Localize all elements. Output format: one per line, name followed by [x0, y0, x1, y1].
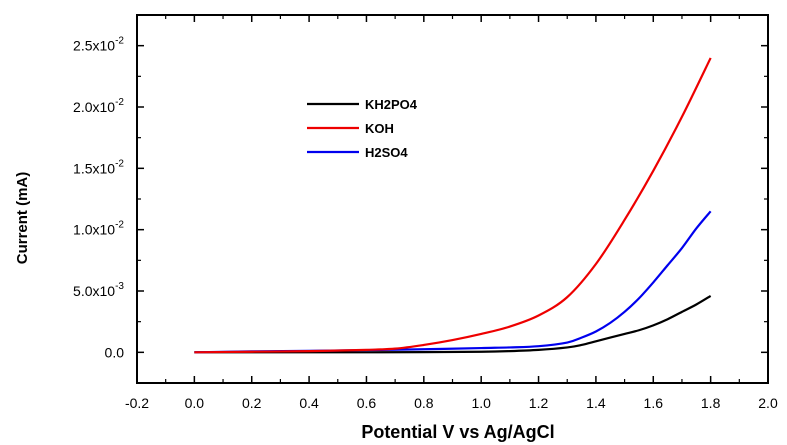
legend-label-h2so4: H2SO4 — [365, 145, 408, 160]
y-tick-label: 2.5x10-2 — [73, 36, 124, 54]
y-tick-label: 1.5x10-2 — [73, 158, 124, 176]
y-tick-label: 1.0x10-2 — [73, 220, 124, 238]
series-layer — [194, 57, 712, 354]
x-axis-title: Potential V vs Ag/AgCl — [361, 422, 554, 442]
x-tick-label: 0.2 — [242, 395, 262, 411]
x-tick-label: 2.0 — [758, 395, 778, 411]
x-tick-label: 0.0 — [185, 395, 205, 411]
labels-layer: -0.2 0.0 0.2 0.4 0.6 0.8 1.0 1.2 1.4 1.6 1.8 2.0 0.0… — [73, 36, 778, 411]
x-tick-label: -0.2 — [125, 395, 149, 411]
plot-frame — [136, 14, 769, 384]
y-tick-label: 0.0 — [105, 344, 125, 360]
x-tick-label: 1.8 — [701, 395, 721, 411]
y-tick-label: 5.0x10-3 — [73, 281, 124, 299]
y-axis-title: Current (mA) — [14, 172, 31, 265]
y-tick-label: 2.0x10-2 — [73, 97, 124, 115]
legend: KH2PO4 KOH H2SO4 — [307, 97, 418, 160]
legend-label-koh: KOH — [365, 121, 394, 136]
series-line-koh — [194, 57, 712, 354]
legend-label-kh2po4: KH2PO4 — [365, 97, 418, 112]
x-tick-label: 0.4 — [299, 395, 319, 411]
x-tick-label: 0.8 — [414, 395, 434, 411]
x-tick-label: 0.6 — [357, 395, 377, 411]
series-line-kh2po4 — [194, 294, 712, 354]
ticks-layer — [136, 15, 769, 384]
x-tick-label: 1.2 — [529, 395, 549, 411]
x-tick-label: 1.6 — [644, 395, 664, 411]
x-tick-label: 1.4 — [586, 395, 606, 411]
x-tick-label: 1.0 — [471, 395, 491, 411]
